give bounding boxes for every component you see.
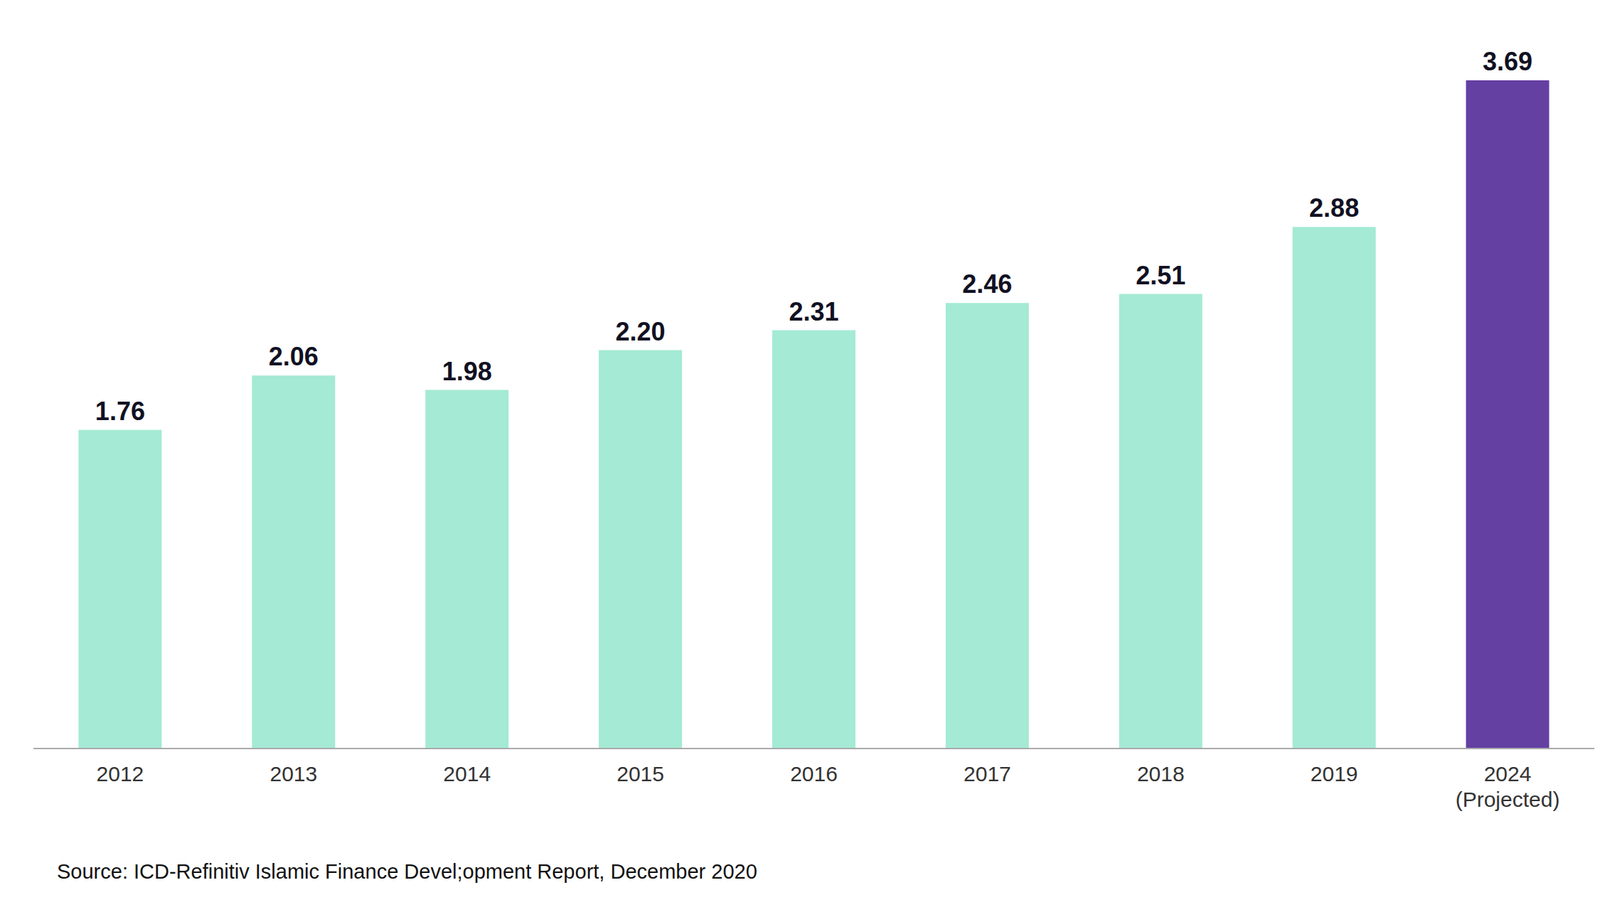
svg-text:2.51: 2.51: [1135, 260, 1186, 291]
svg-text:2019: 2019: [1310, 762, 1359, 786]
html-text:Source: ICD-Refinitiv Islamic: Source: ICD-Refinitiv Islamic Finance De…: [56, 860, 758, 884]
svg-text:2.46: 2.46: [962, 269, 1012, 299]
svg-text:2.20: 2.20: [615, 317, 666, 347]
svg-text:2.88: 2.88: [1309, 193, 1359, 223]
svg-text:3.69: 3.69: [1482, 46, 1533, 77]
svg-text:2016: 2016: [790, 762, 838, 786]
svg-text:2024(Projected): 2024(Projected): [1455, 762, 1561, 812]
svg-text:2018: 2018: [1137, 762, 1185, 786]
svg-text:2.06: 2.06: [268, 342, 319, 372]
svg-text:2014: 2014: [443, 762, 491, 786]
svg-text:2013: 2013: [269, 762, 318, 786]
svg-text:1.98: 1.98: [442, 356, 493, 387]
svg-text:2017: 2017: [963, 762, 1012, 786]
svg-text:1.76: 1.76: [95, 396, 146, 426]
svg-text:2015: 2015: [616, 762, 665, 786]
svg-text:2012: 2012: [96, 762, 145, 786]
svg-text:2.31: 2.31: [788, 297, 839, 327]
